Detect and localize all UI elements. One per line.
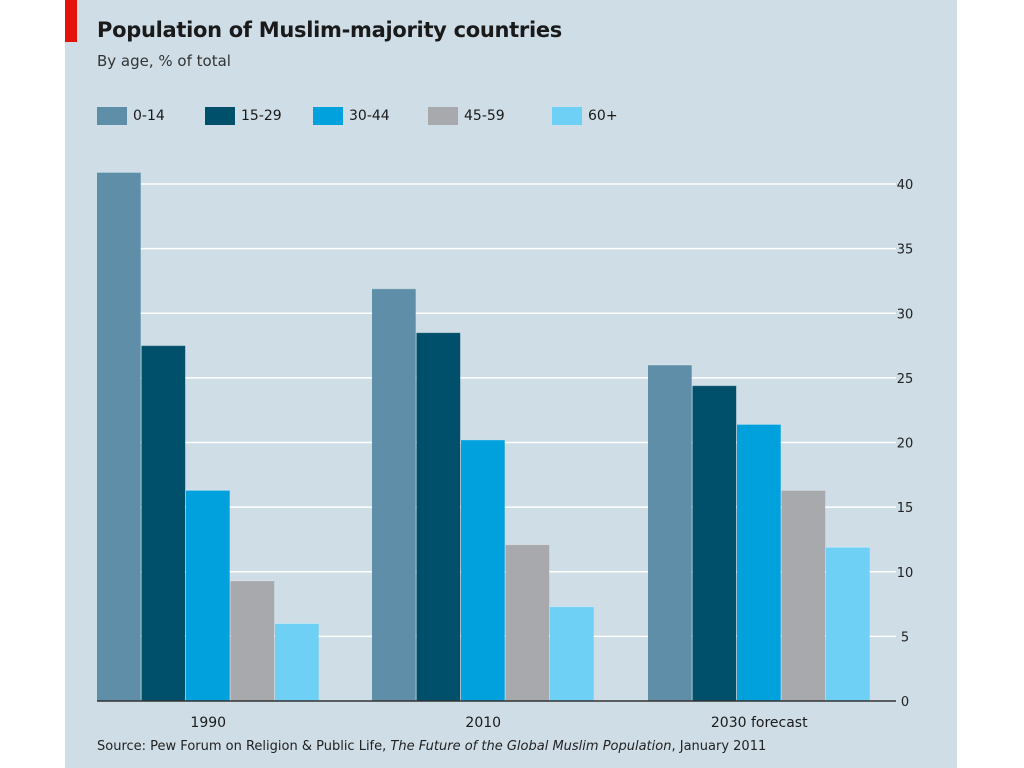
bar (692, 385, 737, 701)
legend-swatch (205, 107, 235, 125)
legend-swatch (97, 107, 127, 125)
legend-label: 45-59 (464, 108, 505, 124)
bar (781, 490, 826, 701)
chart-title: Population of Muslim-majority countries (97, 18, 562, 42)
bar (416, 332, 461, 701)
legend-swatch (313, 107, 343, 125)
bar (550, 606, 594, 701)
y-tick-label: 30 (897, 307, 914, 322)
bar (826, 547, 870, 701)
brand-accent-tab (65, 0, 77, 42)
y-tick-label: 15 (897, 501, 914, 516)
chart-legend: 0-14 15-29 30-44 45-59 60+ (97, 105, 632, 127)
legend-label: 60+ (588, 108, 618, 124)
legend-swatch (428, 107, 458, 125)
bar (141, 345, 186, 701)
bar (372, 288, 416, 701)
legend-item: 45-59 (428, 107, 552, 125)
y-tick-label: 35 (897, 243, 914, 258)
y-tick-label: 20 (897, 437, 914, 452)
bar (648, 364, 692, 701)
legend-item: 0-14 (97, 107, 205, 125)
source-publication: The Future of the Global Muslim Populati… (390, 739, 672, 754)
legend-label: 0-14 (133, 108, 165, 124)
legend-label: 30-44 (349, 108, 390, 124)
bar (737, 424, 781, 701)
bar (275, 623, 319, 701)
x-tick-label: 2010 (465, 715, 501, 731)
y-tick-label: 25 (897, 372, 914, 387)
y-tick-label: 40 (897, 178, 914, 193)
source-prefix: Source: Pew Forum on Religion & Public L… (97, 739, 391, 754)
bar (230, 580, 275, 701)
legend-item: 60+ (552, 107, 632, 125)
y-tick-label: 0 (901, 695, 909, 710)
legend-label: 15-29 (241, 108, 282, 124)
legend-item: 15-29 (205, 107, 313, 125)
bar (505, 544, 550, 701)
x-tick-label: 1990 (190, 715, 226, 731)
legend-swatch (552, 107, 582, 125)
x-tick-label: 2030 forecast (711, 715, 808, 731)
y-tick-label: 5 (901, 630, 909, 645)
bar (461, 439, 505, 701)
bar (186, 490, 230, 701)
y-tick-label: 10 (897, 566, 914, 581)
bar (97, 172, 141, 701)
legend-item: 30-44 (313, 107, 428, 125)
chart-subtitle: By age, % of total (97, 52, 231, 70)
source-suffix: , January 2011 (671, 739, 767, 754)
source-note: Source: Pew Forum on Religion & Public L… (97, 739, 766, 754)
